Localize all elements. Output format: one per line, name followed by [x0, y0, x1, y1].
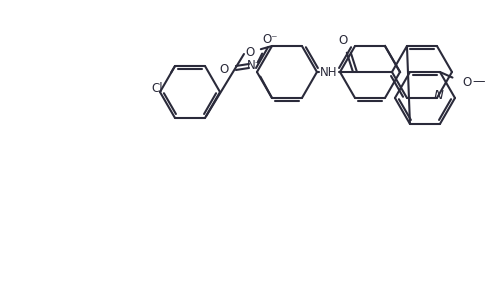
Text: O: O: [219, 63, 229, 77]
Text: O: O: [246, 46, 254, 58]
Text: N: N: [434, 90, 444, 103]
Text: Cl: Cl: [151, 82, 163, 94]
Text: O: O: [338, 33, 348, 46]
Text: NH: NH: [320, 65, 338, 79]
Text: O: O: [462, 75, 471, 88]
Text: O⁻: O⁻: [262, 33, 278, 46]
Text: N⁺: N⁺: [247, 60, 261, 73]
Text: —: —: [472, 75, 485, 88]
